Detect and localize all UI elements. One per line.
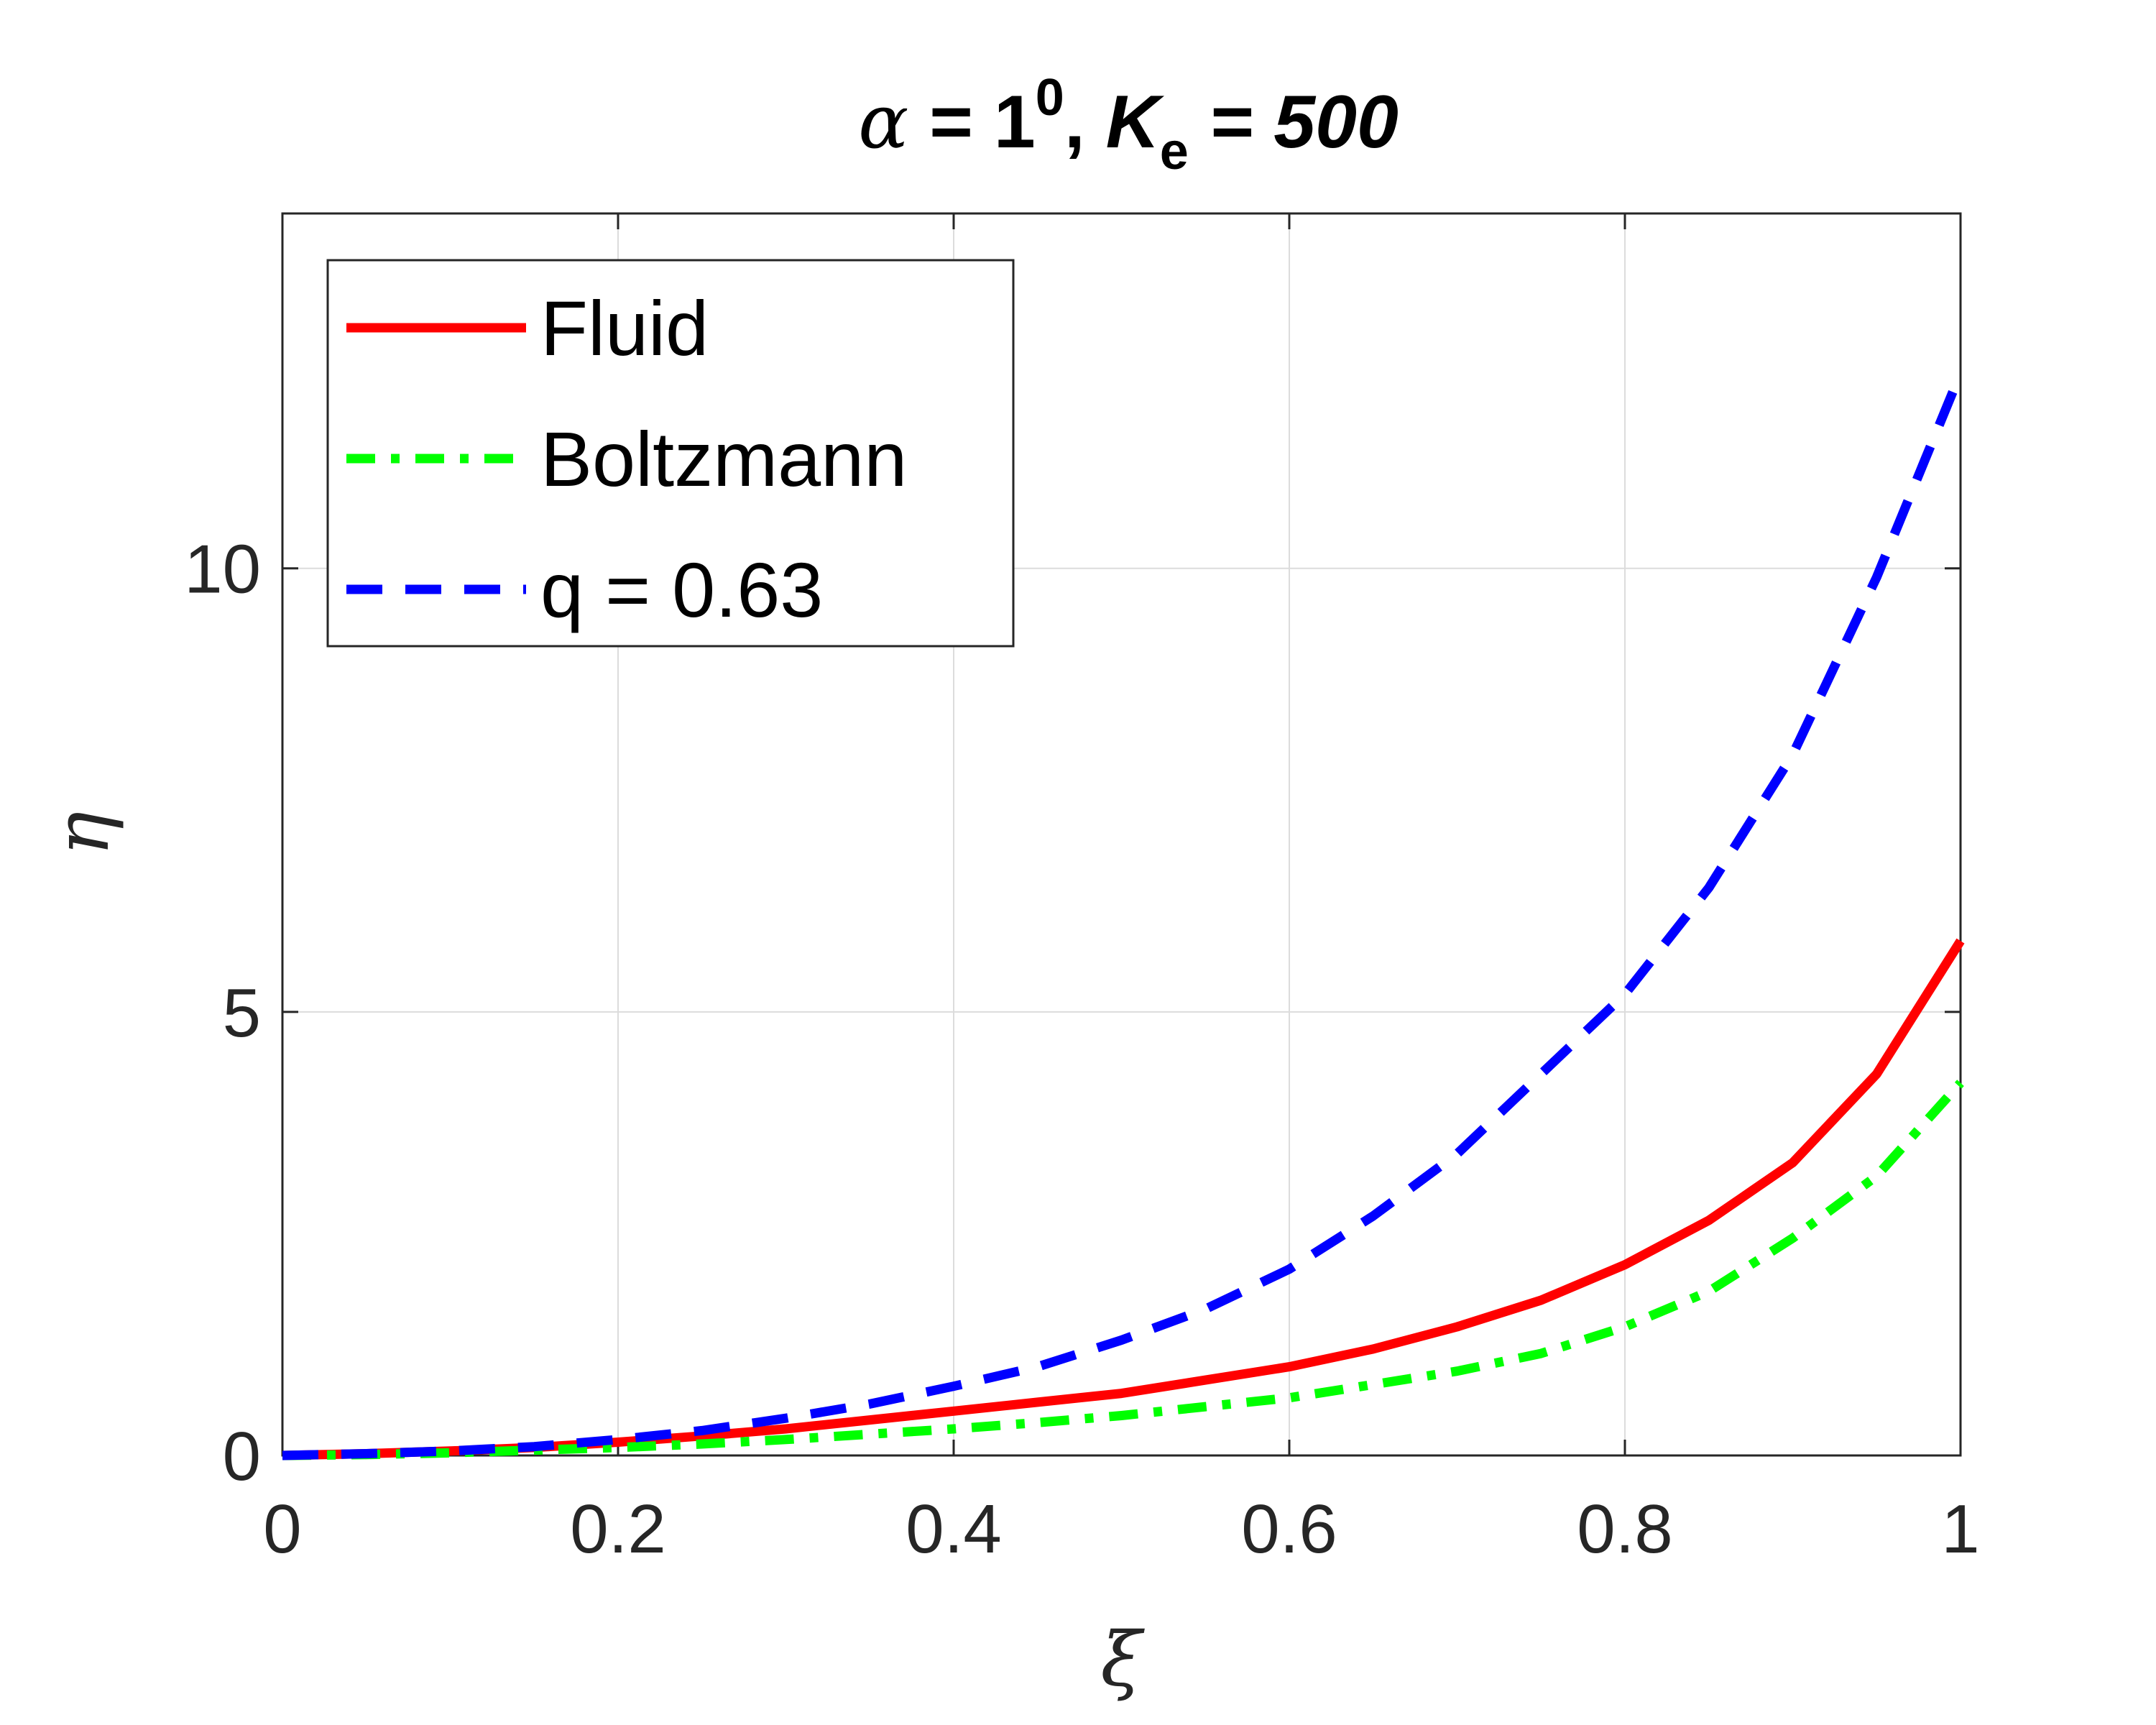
chart-title: α = 10, Ke = 500 [858,69,1399,180]
x-tick-label-5: 1 [1941,1491,1979,1568]
series-lines [282,371,1966,1460]
series-line-2 [282,371,1966,1460]
x-tick-label-4: 0.8 [1577,1491,1672,1568]
series-line-0 [282,938,1965,1460]
x-tick-label-1: 0.2 [570,1491,665,1568]
title-alpha-symbol: α [858,78,908,165]
x-tick-label-3: 0.6 [1241,1491,1337,1568]
x-tick-label-0: 0 [263,1491,301,1568]
plot-area-frame [281,212,1962,1457]
legend-label-2: q = 0.63 [540,546,823,633]
legend-label-0: Fluid [540,285,709,372]
y-tick-labels: 0 5 10 [184,531,261,1495]
title-alpha-sup: 0 [1036,69,1064,126]
title-sep: , [1064,80,1106,164]
y-tick-label-2: 10 [184,531,261,608]
title-k-symbol: K [1106,80,1165,164]
series-line-1 [282,1080,1964,1460]
legend-items: Fluid Boltzmann q = 0.63 [346,285,907,633]
x-tick-label-2: 0.4 [906,1491,1001,1568]
title-k-sub: e [1160,123,1189,180]
y-axis-label: η [38,811,126,856]
title-alpha-eq: = 1 [908,80,1035,164]
title-k-eq: = 500 [1189,80,1399,164]
y-tick-label-1: 5 [223,975,261,1052]
legend-label-1: Boltzmann [540,415,907,502]
x-axis-label: ξ [1100,1616,1145,1703]
x-tick-labels: 0 0.2 0.4 0.6 0.8 1 [263,1491,1979,1568]
legend: Fluid Boltzmann q = 0.63 [326,259,1015,648]
y-tick-label-0: 0 [223,1418,261,1495]
